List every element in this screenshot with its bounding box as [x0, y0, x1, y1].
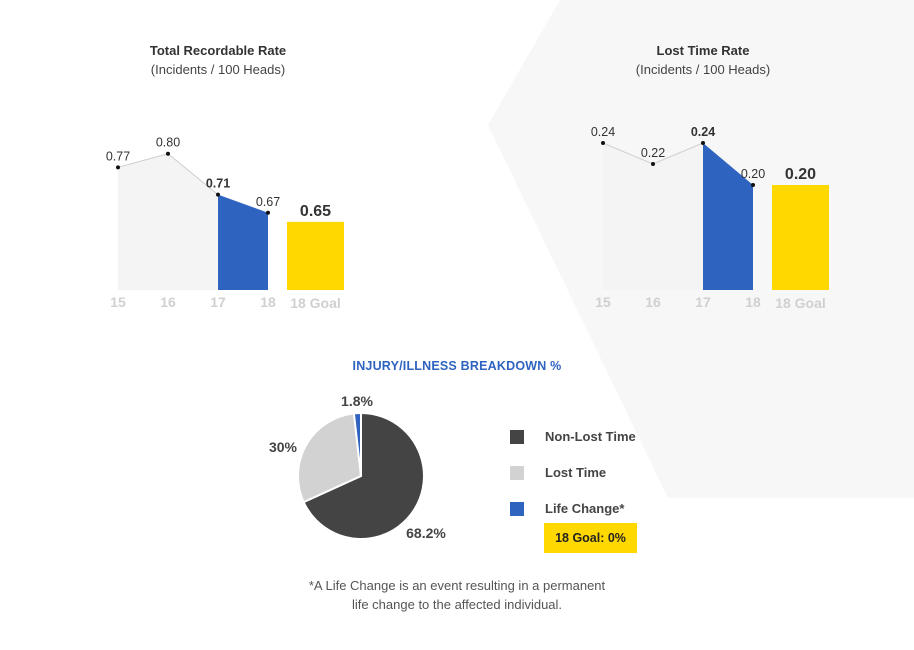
footnote: *A Life Change is an event resulting in … [0, 576, 914, 614]
ltr-point-15 [601, 141, 605, 145]
trr-title: Total Recordable Rate [149, 43, 287, 58]
trr-title-block: Total Recordable Rate (Incidents / 100 H… [68, 41, 368, 79]
ltr-tick-15: 15 [595, 294, 611, 310]
ltr-point-16 [651, 162, 655, 166]
ltr-value-label-17: 0.24 [691, 125, 715, 139]
ltr-tick-17: 17 [695, 294, 711, 310]
trr-goal-bar [287, 221, 344, 290]
trr-value-label-15: 0.77 [106, 149, 130, 163]
legend-label-lost-time: Lost Time [545, 465, 607, 480]
life-change-goal-badge: 18 Goal: 0% [544, 523, 637, 553]
ltr-goal-bar [772, 185, 829, 290]
ltr-goal-tick: 18 Goal [775, 295, 826, 311]
trr-tick-15: 15 [110, 294, 126, 310]
trr-value-label-16: 0.80 [156, 136, 180, 150]
ltr-tick-18: 18 [745, 294, 761, 310]
ltr-point-18 [751, 183, 755, 187]
ltr-current-area [703, 143, 753, 290]
pie-label-non-lost-time: 68.2% [406, 525, 446, 541]
legend-label-non-lost-time: Non-Lost Time [545, 429, 636, 444]
footnote-line-2: life change to the affected individual. [351, 597, 563, 612]
legend-label-life-change: Life Change* [545, 501, 625, 516]
pie-label-lost-time: 30% [269, 439, 298, 455]
trr-point-17 [216, 192, 220, 197]
pie-label-life-change: 1.8% [341, 393, 373, 409]
pie-title: INJURY/ILLNESS BREAKDOWN % [352, 359, 562, 373]
trr-value-label-17: 0.71 [206, 177, 230, 191]
ltr-value-label-15: 0.24 [591, 125, 615, 139]
legend-swatch-lost-time [510, 466, 524, 480]
pie-slice-lost-time [297, 412, 363, 504]
ltr-value-label-18: 0.20 [741, 167, 765, 181]
ltr-goal-value-label: 0.20 [785, 166, 816, 183]
legend-swatch-life-change [510, 502, 524, 516]
ltr-point-17 [701, 141, 705, 145]
trr-current-area [218, 194, 268, 290]
pie-slice-non-lost-time [302, 411, 425, 540]
trr-value-label-18: 0.67 [256, 195, 280, 209]
footnote-line-1: *A Life Change is an event resulting in … [308, 578, 606, 593]
legend-swatch-non-lost-time [510, 430, 524, 444]
ltr-title: Lost Time Rate [656, 43, 750, 58]
pie-slice-life-change [352, 411, 362, 477]
trr-point-16 [166, 151, 170, 156]
trr-prior-area [118, 153, 218, 290]
trr-tick-18: 18 [260, 294, 276, 310]
ltr-title-block: Lost Time Rate (Incidents / 100 Heads) [553, 41, 853, 79]
trr-point-18 [266, 210, 270, 215]
trr-goal-tick: 18 Goal [290, 295, 341, 311]
trr-tick-16: 16 [160, 294, 176, 310]
trr-subtitle: (Incidents / 100 Heads) [150, 62, 286, 77]
ltr-tick-16: 16 [645, 294, 661, 310]
ltr-prior-area [603, 143, 703, 290]
ltr-subtitle: (Incidents / 100 Heads) [635, 62, 771, 77]
ltr-value-label-16: 0.22 [641, 146, 665, 160]
trr-point-15 [116, 165, 120, 170]
trr-tick-17: 17 [210, 294, 226, 310]
trr-goal-value-label: 0.65 [300, 203, 331, 220]
